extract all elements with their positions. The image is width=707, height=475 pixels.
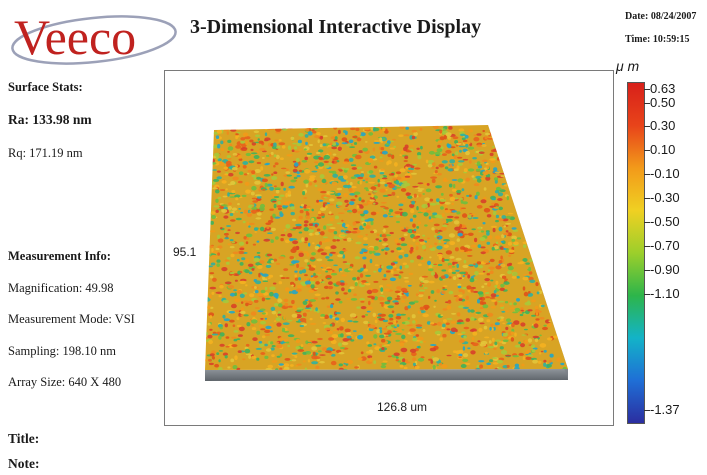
colorbar-unit: μ m	[616, 58, 640, 74]
x-extent-label: 126.8 um	[377, 400, 428, 414]
rq-value: Rq: 171.19 nm	[8, 146, 83, 160]
colorbar-tick-mark	[644, 126, 650, 127]
date-label: Date: 08/24/2007	[625, 11, 697, 22]
surface-3d-plot[interactable]	[164, 70, 614, 426]
colorbar-tick-mark	[644, 294, 650, 295]
colorbar-tick-label: -0.30	[650, 190, 680, 205]
veeco-logo: Veeco	[11, 9, 177, 65]
sampling-value: Sampling: 198.10 nm	[8, 344, 116, 358]
note-label: Note:	[8, 456, 40, 471]
colorbar-tick-mark	[644, 246, 650, 247]
page-title: 3-Dimensional Interactive Display	[190, 16, 482, 38]
colorbar-tick-mark	[644, 410, 650, 411]
colorbar-tick-mark	[644, 150, 650, 151]
colorbar-tick-label: -0.50	[650, 214, 680, 229]
colorbar-tick-label: -0.70	[650, 238, 680, 253]
colorbar-tick-mark	[644, 89, 650, 90]
colorbar-tick-label: 0.10	[650, 142, 676, 157]
y-extent-label: 95.1	[173, 245, 197, 259]
colorbar-tick-mark	[644, 103, 650, 104]
array-size-value: Array Size: 640 X 480	[8, 375, 122, 389]
colorbar-tick-label: -0.10	[650, 166, 680, 181]
surface-block-front	[205, 369, 568, 381]
colorbar-tick-label: -1.37	[650, 402, 680, 417]
measurement-mode-value: Measurement Mode: VSI	[8, 312, 135, 326]
time-label: Time: 10:59:15	[625, 34, 690, 45]
colorbar-tick-mark	[644, 174, 650, 175]
colorbar-tick-mark	[644, 270, 650, 271]
colorbar-tick-label: -1.10	[650, 286, 680, 301]
colorbar-tick-label: -0.90	[650, 262, 680, 277]
logo-text: Veeco	[14, 9, 136, 65]
colorbar-tick-label: 0.30	[650, 118, 676, 133]
colorbar	[627, 82, 645, 424]
colorbar-tick-mark	[644, 198, 650, 199]
colorbar-tick-label: 0.63	[650, 81, 676, 96]
colorbar-tick-mark	[644, 222, 650, 223]
ra-value: Ra: 133.98 nm	[8, 112, 92, 127]
colorbar-tick-label: 0.50	[650, 95, 676, 110]
surface-stats-heading: Surface Stats:	[8, 80, 83, 94]
title-label: Title:	[8, 431, 40, 446]
magnification-value: Magnification: 49.98	[8, 281, 114, 295]
measurement-info-heading: Measurement Info:	[8, 249, 111, 263]
